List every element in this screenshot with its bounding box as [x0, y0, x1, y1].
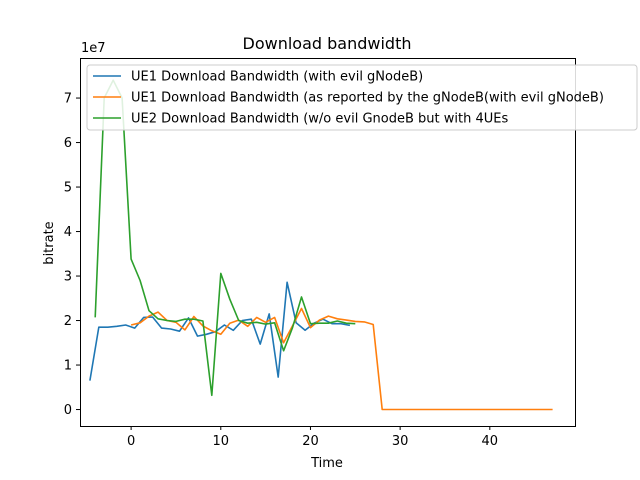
x-tick-label: 20: [302, 434, 319, 449]
y-axis-ticks: 0 1 2 3 4 5 6 7: [64, 92, 80, 418]
x-axis-label: Time: [310, 456, 343, 471]
y-axis-scale-label: 1e7: [81, 41, 106, 56]
x-tick-label: 40: [482, 434, 499, 449]
y-tick-label: 0: [64, 403, 72, 418]
plot-frame: [80, 58, 576, 427]
x-axis-ticks: 0 10 20 30 40: [127, 426, 498, 449]
legend-label-2: UE1 Download Bandwidth (as reported by t…: [131, 91, 604, 106]
series-line-1: [89, 281, 351, 381]
y-tick-label: 3: [64, 270, 72, 285]
y-tick-label: 4: [64, 225, 72, 240]
y-axis-label: bitrate: [42, 221, 57, 264]
series-line-2: [130, 307, 553, 411]
legend-label-3: UE2 Download Bandwidth (w/o evil GnodeB …: [131, 112, 508, 127]
plot-lines: [89, 79, 553, 411]
y-tick-label: 5: [64, 181, 72, 196]
chart-title: Download bandwidth: [243, 34, 412, 53]
y-tick-label: 2: [64, 314, 72, 329]
x-tick-label: 0: [127, 434, 135, 449]
y-tick-label: 1: [64, 359, 72, 374]
x-tick-label: 30: [392, 434, 409, 449]
y-tick-label: 6: [64, 136, 72, 151]
legend-label-1: UE1 Download Bandwidth (with evil gNodeB…: [131, 70, 423, 85]
legend-box: [86, 64, 638, 131]
legend: UE1 Download Bandwidth (with evil gNodeB…: [86, 64, 638, 131]
y-tick-label: 7: [64, 92, 72, 107]
x-tick-label: 10: [213, 434, 230, 449]
series-line-3: [94, 79, 356, 397]
